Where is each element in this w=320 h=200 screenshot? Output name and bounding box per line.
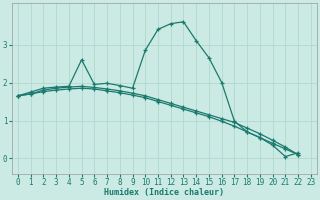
X-axis label: Humidex (Indice chaleur): Humidex (Indice chaleur)	[104, 188, 224, 197]
